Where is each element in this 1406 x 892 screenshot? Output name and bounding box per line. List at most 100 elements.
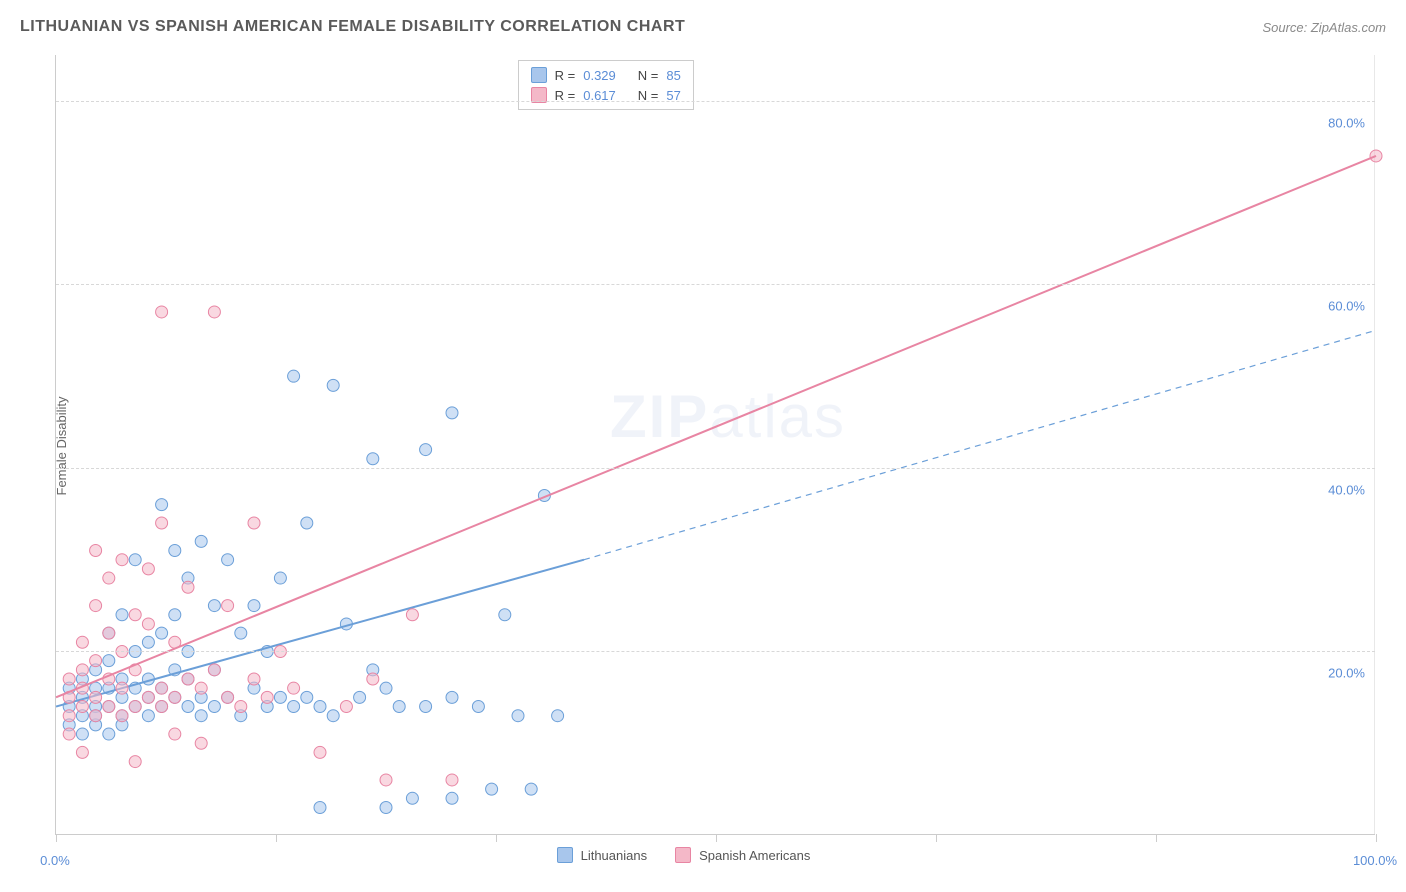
y-tick-label: 60.0%	[1328, 299, 1365, 314]
data-point	[512, 710, 524, 722]
data-point	[63, 728, 75, 740]
data-point	[76, 746, 88, 758]
source-attribution: Source: ZipAtlas.com	[1262, 20, 1386, 35]
data-point	[472, 701, 484, 713]
data-point	[129, 756, 141, 768]
r-label: R =	[555, 68, 576, 83]
regression-line	[56, 560, 584, 707]
data-point	[76, 728, 88, 740]
data-point	[406, 792, 418, 804]
data-point	[169, 545, 181, 557]
data-point	[182, 701, 194, 713]
grid-line	[56, 284, 1375, 285]
data-point	[90, 655, 102, 667]
x-tick	[716, 834, 717, 842]
data-point	[103, 572, 115, 584]
data-point	[367, 673, 379, 685]
data-point	[195, 737, 207, 749]
data-point	[340, 701, 352, 713]
data-point	[393, 701, 405, 713]
data-point	[222, 691, 234, 703]
data-point	[301, 691, 313, 703]
x-tick	[1156, 834, 1157, 842]
data-point	[446, 792, 458, 804]
data-point	[499, 609, 511, 621]
data-point	[116, 554, 128, 566]
data-point	[446, 774, 458, 786]
data-point	[182, 581, 194, 593]
data-point	[116, 710, 128, 722]
data-point	[142, 710, 154, 722]
data-point	[420, 701, 432, 713]
data-point	[261, 691, 273, 703]
legend-item: Spanish Americans	[675, 847, 810, 863]
data-point	[446, 691, 458, 703]
data-point	[142, 636, 154, 648]
data-point	[288, 682, 300, 694]
series-legend: Lithuanians Spanish Americans	[557, 847, 811, 863]
stats-legend-row: R =0.329N =85	[531, 67, 681, 83]
legend-swatch	[531, 67, 547, 83]
data-point	[274, 691, 286, 703]
regression-line-extrapolated	[584, 330, 1376, 559]
data-point	[182, 673, 194, 685]
legend-swatch	[557, 847, 573, 863]
data-point	[248, 673, 260, 685]
x-tick	[1376, 834, 1377, 842]
data-point	[208, 701, 220, 713]
data-point	[552, 710, 564, 722]
data-point	[274, 572, 286, 584]
data-point	[129, 609, 141, 621]
y-tick-label: 40.0%	[1328, 482, 1365, 497]
legend-item: Lithuanians	[557, 847, 648, 863]
data-point	[169, 609, 181, 621]
data-point	[90, 600, 102, 612]
data-point	[380, 774, 392, 786]
data-point	[208, 600, 220, 612]
data-point	[76, 664, 88, 676]
data-point	[314, 746, 326, 758]
data-point	[156, 682, 168, 694]
data-point	[235, 701, 247, 713]
data-point	[420, 444, 432, 456]
stats-legend: R =0.329N =85R =0.617N =57	[518, 60, 694, 110]
data-point	[195, 710, 207, 722]
data-point	[156, 627, 168, 639]
data-point	[446, 407, 458, 419]
data-point	[76, 636, 88, 648]
data-point	[169, 728, 181, 740]
data-point	[156, 499, 168, 511]
grid-line	[56, 468, 1375, 469]
data-point	[248, 517, 260, 529]
data-point	[116, 609, 128, 621]
data-point	[142, 563, 154, 575]
data-point	[103, 728, 115, 740]
n-label: N =	[638, 68, 659, 83]
data-point	[156, 306, 168, 318]
data-point	[406, 609, 418, 621]
data-point	[354, 691, 366, 703]
data-point	[103, 655, 115, 667]
data-point	[63, 673, 75, 685]
data-point	[76, 701, 88, 713]
chart-title: LITHUANIAN VS SPANISH AMERICAN FEMALE DI…	[20, 18, 685, 36]
x-max-label: 100.0%	[1353, 853, 1397, 868]
data-point	[142, 618, 154, 630]
data-point	[288, 701, 300, 713]
data-point	[103, 627, 115, 639]
data-point	[90, 545, 102, 557]
data-point	[129, 554, 141, 566]
data-point	[222, 600, 234, 612]
data-point	[327, 710, 339, 722]
data-point	[380, 682, 392, 694]
data-point	[208, 664, 220, 676]
grid-line	[56, 651, 1375, 652]
x-tick	[496, 834, 497, 842]
legend-label: Lithuanians	[581, 848, 648, 863]
y-tick-label: 80.0%	[1328, 115, 1365, 130]
data-point	[116, 682, 128, 694]
x-tick	[56, 834, 57, 842]
x-tick	[276, 834, 277, 842]
data-point	[248, 600, 260, 612]
data-point	[301, 517, 313, 529]
